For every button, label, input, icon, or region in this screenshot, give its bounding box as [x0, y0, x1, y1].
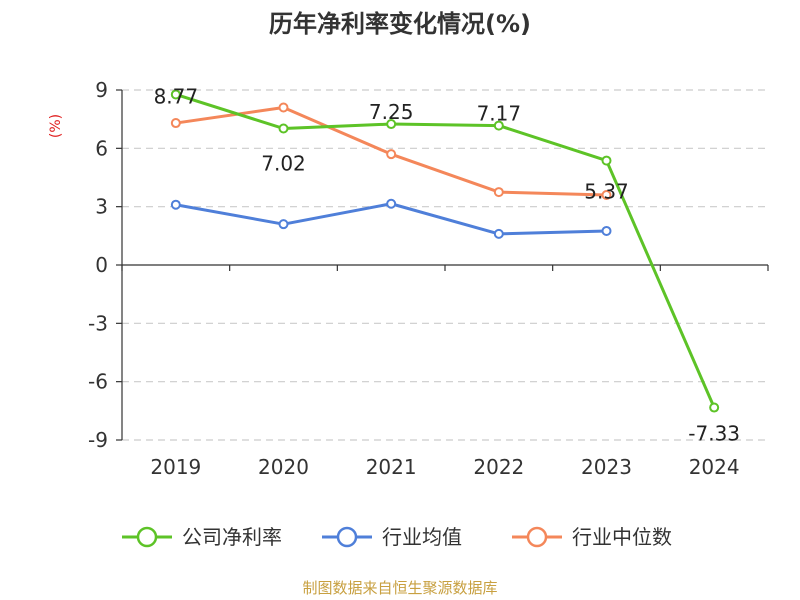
y-tick-label: 3 [95, 195, 108, 219]
data-point [601, 225, 612, 236]
x-tick-label: 2024 [689, 455, 740, 479]
chart-title: 历年净利率变化情况(%) [269, 10, 531, 38]
legend-marker [136, 526, 158, 548]
y-tick-label: -3 [88, 311, 108, 335]
data-point [170, 89, 181, 100]
data-point [601, 155, 612, 166]
legend: 公司净利率 行业均值 行业中位数 [122, 525, 672, 549]
legend-item-0: 公司净利率 [122, 525, 282, 549]
y-tick-label: -9 [88, 428, 108, 452]
data-point [278, 219, 289, 230]
x-tick-label: 2021 [366, 455, 417, 479]
y-tick-label: 6 [95, 136, 108, 160]
data-point [386, 198, 397, 209]
data-point [278, 123, 289, 134]
data-point [493, 228, 504, 239]
legend-label: 行业中位数 [572, 525, 672, 549]
data-point [170, 118, 181, 129]
x-tick-label: 2023 [581, 455, 632, 479]
x-tick-label: 2020 [258, 455, 309, 479]
legend-item-2: 行业中位数 [512, 525, 672, 549]
series-1 [170, 198, 612, 239]
x-tick-labels: 2019 2020 2021 2022 2023 2024 [150, 455, 739, 479]
axes [116, 89, 769, 441]
legend-marker [526, 526, 548, 548]
data-point [386, 149, 397, 160]
data-point [601, 190, 612, 200]
data-point [278, 102, 289, 113]
legend-label: 行业均值 [382, 525, 462, 549]
series-layer [170, 89, 720, 413]
y-tick-label: 0 [95, 253, 108, 277]
y-unit-label: (%) [48, 114, 64, 138]
data-point [709, 402, 720, 413]
data-label: 8.77 [154, 84, 199, 108]
data-label: -7.33 [688, 422, 740, 446]
data-label: 7.02 [261, 152, 306, 176]
legend-marker [336, 526, 358, 548]
series-line [175, 93, 716, 409]
x-tick-label: 2019 [150, 455, 201, 479]
data-label: 7.17 [477, 102, 522, 126]
x-tick-label: 2022 [473, 455, 524, 479]
legend-label: 公司净利率 [182, 525, 282, 549]
source-note: 制图数据来自恒生聚源数据库 [302, 579, 497, 597]
y-tick-labels: 9 6 3 0 -3 -6 -9 [88, 78, 108, 452]
data-point [493, 120, 504, 131]
data-label: 7.25 [369, 100, 414, 124]
data-point [170, 199, 181, 210]
series-2 [170, 102, 612, 200]
y-tick-label: -6 [88, 370, 108, 394]
y-tick-label: 9 [95, 78, 108, 102]
data-point [493, 187, 504, 198]
series-0 [170, 89, 720, 413]
data-labels: 8.77 7.02 7.25 7.17 5.37 -7.33 [154, 84, 740, 445]
legend-item-1: 行业均值 [322, 525, 462, 549]
data-point [386, 119, 397, 130]
data-label: 5.37 [584, 180, 629, 204]
